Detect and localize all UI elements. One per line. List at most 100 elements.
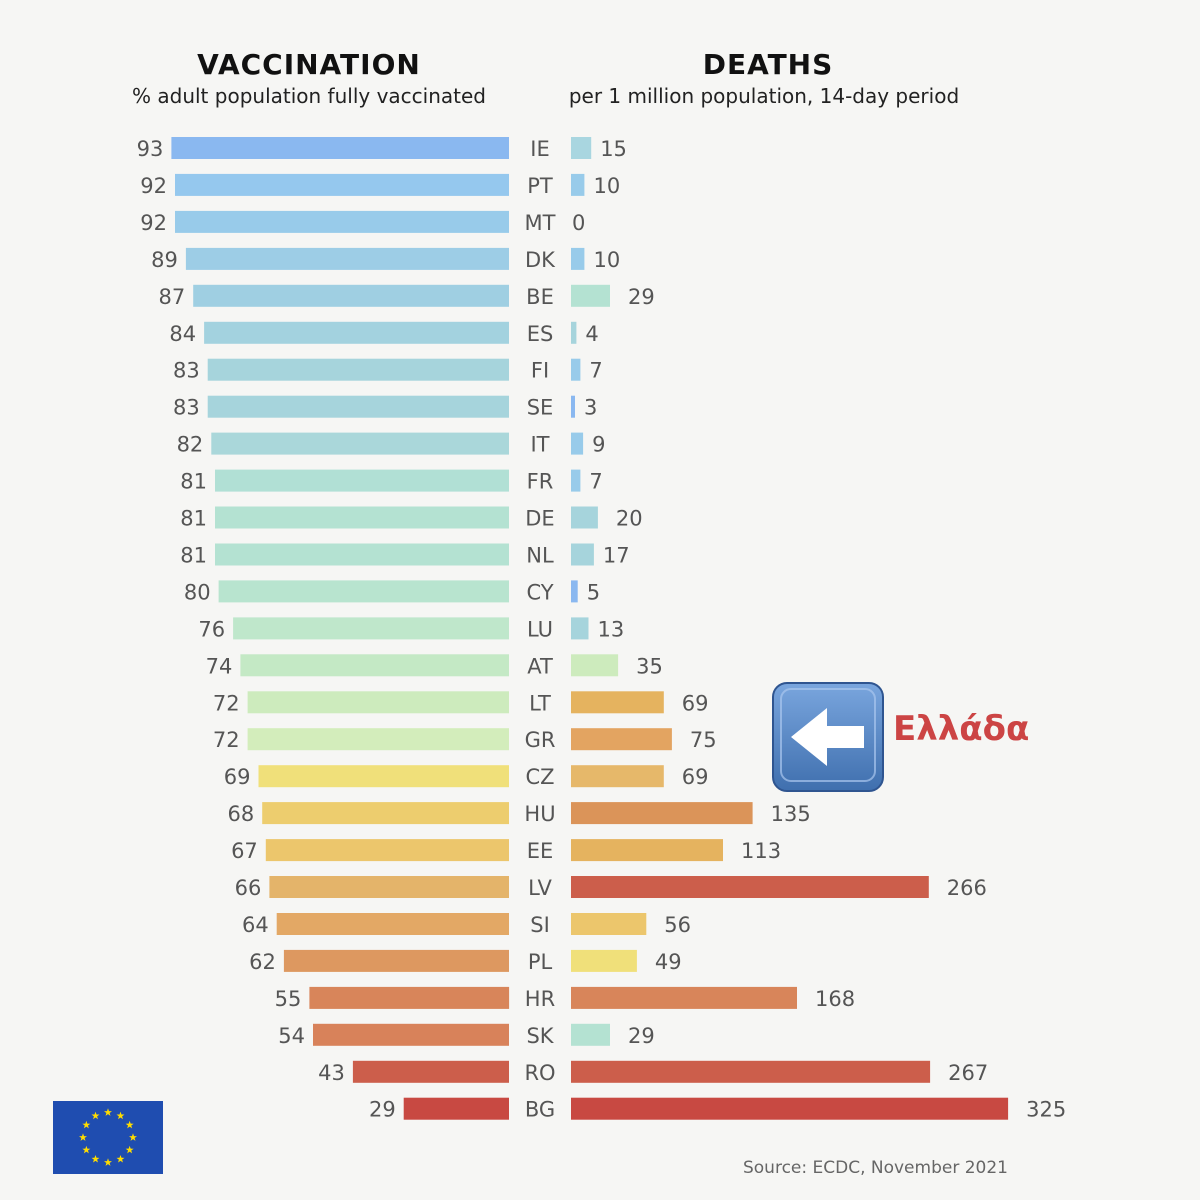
country-code-it: IT <box>530 433 549 457</box>
vaccination-value-es: 84 <box>169 322 196 346</box>
deaths-value-at: 35 <box>636 654 663 678</box>
vaccination-value-nl: 81 <box>180 544 207 568</box>
vaccination-bar-ee <box>265 839 509 862</box>
deaths-value-cy: 5 <box>587 580 600 604</box>
deaths-bar-de <box>571 506 598 529</box>
country-code-pl: PL <box>528 950 553 974</box>
vaccination-bar-sk <box>313 1023 509 1046</box>
eu-star-icon <box>79 1133 87 1141</box>
eu-star-icon <box>116 1154 125 1163</box>
country-code-se: SE <box>527 396 554 420</box>
deaths-bar-hu <box>571 802 753 825</box>
vaccination-value-lt: 72 <box>213 691 240 715</box>
vaccination-bar-de <box>215 506 509 529</box>
vaccination-value-at: 74 <box>206 654 233 678</box>
deaths-value-ie: 15 <box>600 137 627 161</box>
vaccination-value-pl: 62 <box>249 950 276 974</box>
deaths-value-it: 9 <box>592 433 605 457</box>
vaccination-value-de: 81 <box>180 507 207 531</box>
deaths-value-hu: 135 <box>771 802 811 826</box>
deaths-bar-lu <box>571 617 589 640</box>
vaccination-bar-lv <box>269 876 509 898</box>
deaths-subtitle: per 1 million population, 14-day period <box>569 84 959 108</box>
vaccination-value-hr: 55 <box>275 987 302 1011</box>
deaths-bar-ee <box>571 839 723 862</box>
vaccination-value-pt: 92 <box>140 174 167 198</box>
country-code-ro: RO <box>524 1061 555 1085</box>
deaths-value-fr: 7 <box>589 470 602 494</box>
deaths-value-nl: 17 <box>603 544 630 568</box>
vaccination-value-gr: 72 <box>213 728 240 752</box>
vaccination-bar-se <box>207 395 509 418</box>
deaths-value-hr: 168 <box>815 987 855 1011</box>
eu-star-icon <box>82 1145 91 1154</box>
country-code-gr: GR <box>525 728 556 752</box>
country-code-fi: FI <box>531 359 549 383</box>
country-code-de: DE <box>525 507 554 531</box>
vaccination-bar-es <box>204 321 509 344</box>
country-code-fr: FR <box>527 470 554 494</box>
greece-label: Ελλάδα <box>893 709 1029 749</box>
vaccination-bar-it <box>211 432 510 455</box>
vaccination-bar-nl <box>215 543 509 566</box>
vaccination-bar-at <box>240 654 509 677</box>
country-code-be: BE <box>526 285 554 309</box>
deaths-bar-cz <box>571 765 664 788</box>
vaccination-bar-hu <box>262 802 509 825</box>
vaccination-bar-fr <box>215 469 509 492</box>
deaths-bar-si <box>571 913 647 935</box>
eu-star-icon <box>104 1108 112 1116</box>
deaths-value-cz: 69 <box>682 765 709 789</box>
deaths-value-de: 20 <box>616 507 643 531</box>
country-code-si: SI <box>530 913 550 937</box>
vaccination-bar-dk <box>185 247 509 270</box>
eu-star-icon <box>91 1111 100 1120</box>
deaths-bar-hr <box>571 986 797 1009</box>
country-code-nl: NL <box>526 544 554 568</box>
vaccination-value-bg: 29 <box>369 1098 396 1122</box>
country-code-pt: PT <box>527 174 553 198</box>
deaths-value-dk: 10 <box>594 248 621 272</box>
vaccination-value-sk: 54 <box>278 1024 305 1048</box>
country-code-lt: LT <box>529 691 551 715</box>
deaths-bar-se <box>571 395 575 418</box>
vaccination-value-se: 83 <box>173 396 200 420</box>
deaths-title: DEATHS <box>703 48 834 81</box>
deaths-value-pt: 10 <box>594 174 621 198</box>
left-arrow-icon <box>772 682 884 792</box>
eu-flag-icon <box>53 1101 163 1174</box>
vaccination-value-cz: 69 <box>224 765 251 789</box>
vaccination-value-lv: 66 <box>235 876 262 900</box>
deaths-value-bg: 325 <box>1026 1098 1066 1122</box>
vaccination-value-si: 64 <box>242 913 269 937</box>
vaccination-value-hu: 68 <box>227 802 254 826</box>
vaccination-title: VACCINATION <box>197 48 421 81</box>
deaths-value-be: 29 <box>628 285 655 309</box>
country-code-mt: MT <box>525 211 556 235</box>
vaccination-bar-ro <box>352 1060 509 1083</box>
vaccination-value-cy: 80 <box>184 580 211 604</box>
deaths-bar-pl <box>571 949 637 972</box>
deaths-bar-nl <box>571 543 594 566</box>
vaccination-value-fi: 83 <box>173 359 200 383</box>
vaccination-value-lu: 76 <box>198 617 225 641</box>
deaths-value-es: 4 <box>585 322 598 346</box>
vaccination-bar-gr <box>247 728 509 751</box>
country-code-bg: BG <box>525 1098 555 1122</box>
vaccination-bar-pl <box>283 949 509 972</box>
vaccination-value-ee: 67 <box>231 839 258 863</box>
vaccination-bar-cy <box>218 580 509 603</box>
vaccination-bar-hr <box>309 986 510 1009</box>
country-code-hu: HU <box>524 802 555 826</box>
deaths-value-sk: 29 <box>628 1024 655 1048</box>
country-code-sk: SK <box>526 1024 554 1048</box>
deaths-bar-bg <box>571 1097 1009 1120</box>
eu-star-icon <box>91 1154 100 1163</box>
country-code-es: ES <box>527 322 554 346</box>
annotation-callout: Ελλάδα <box>772 682 1029 792</box>
country-code-cz: CZ <box>525 765 554 789</box>
country-code-hr: HR <box>525 987 555 1011</box>
vaccination-bar-cz <box>258 765 509 788</box>
